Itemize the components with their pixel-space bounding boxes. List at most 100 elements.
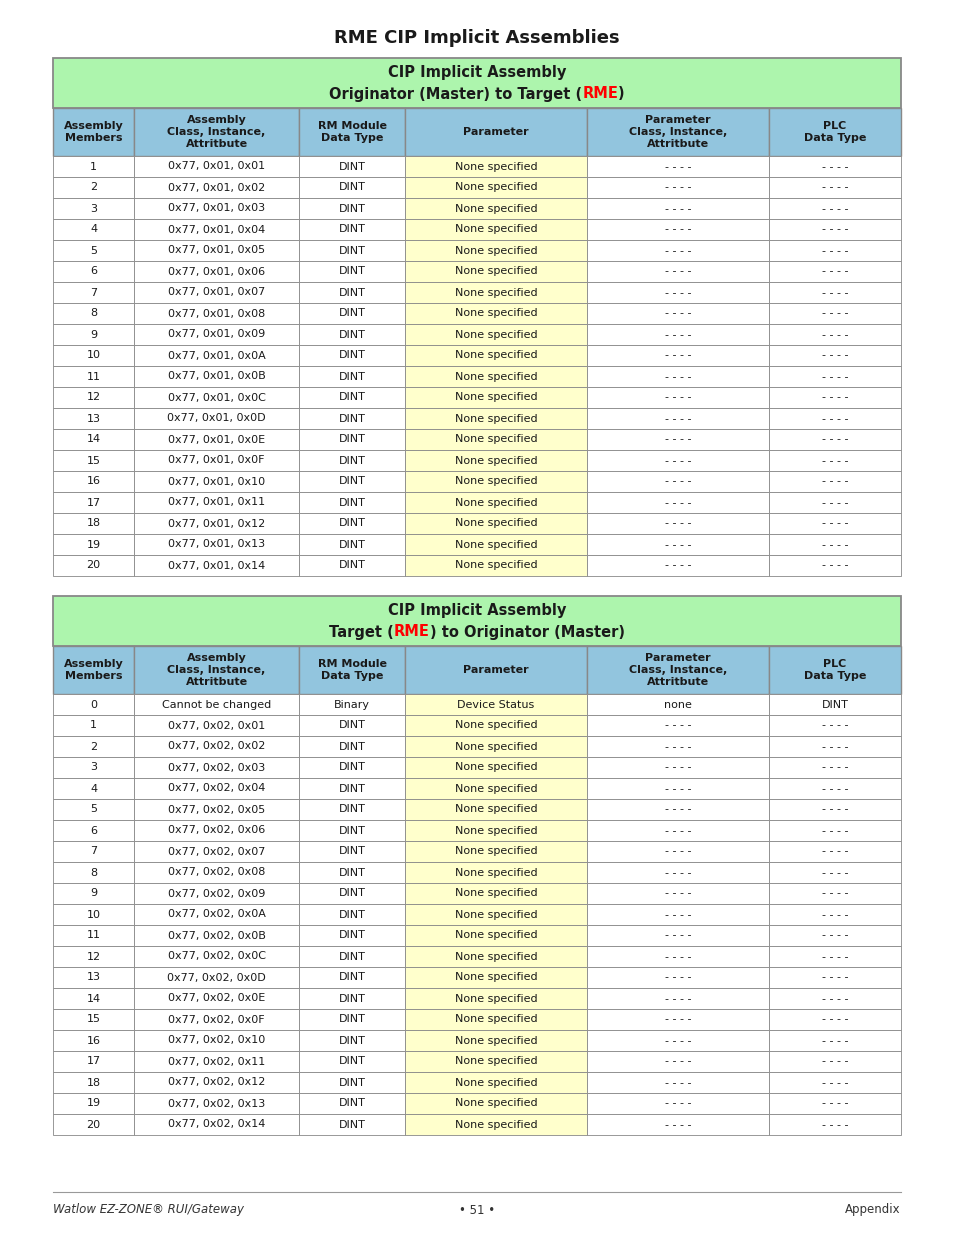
Text: 8: 8 <box>90 309 97 319</box>
Bar <box>586 219 768 240</box>
Text: - - - -: - - - - <box>821 225 847 235</box>
Bar <box>405 177 586 198</box>
Bar <box>133 555 299 576</box>
Bar <box>768 778 900 799</box>
Bar <box>586 345 768 366</box>
Text: Appendix: Appendix <box>844 1203 900 1216</box>
Text: None specified: None specified <box>455 267 537 277</box>
Bar <box>405 925 586 946</box>
Text: None specified: None specified <box>455 1098 537 1109</box>
Text: DINT: DINT <box>338 498 365 508</box>
Bar <box>133 219 299 240</box>
Bar <box>133 646 299 694</box>
Bar <box>586 1114 768 1135</box>
Bar <box>586 534 768 555</box>
Text: Cannot be changed: Cannot be changed <box>162 699 271 709</box>
Bar <box>133 492 299 513</box>
Bar <box>299 1030 405 1051</box>
Text: - - - -: - - - - <box>821 720 847 730</box>
Bar <box>299 1009 405 1030</box>
Bar <box>586 177 768 198</box>
Text: 0x77, 0x02, 0x11: 0x77, 0x02, 0x11 <box>168 1056 265 1067</box>
Bar <box>768 324 900 345</box>
Bar <box>53 366 133 387</box>
Bar <box>53 988 133 1009</box>
Text: DINT: DINT <box>338 267 365 277</box>
Text: - - - -: - - - - <box>664 993 691 1004</box>
Text: DINT: DINT <box>338 972 365 983</box>
Text: Binary: Binary <box>334 699 370 709</box>
Bar <box>53 841 133 862</box>
Text: DINT: DINT <box>338 762 365 773</box>
Bar <box>768 240 900 261</box>
Text: 15: 15 <box>87 456 101 466</box>
Text: None specified: None specified <box>455 372 537 382</box>
Bar <box>768 736 900 757</box>
Bar <box>405 282 586 303</box>
Bar <box>405 492 586 513</box>
Bar <box>53 219 133 240</box>
Bar <box>768 429 900 450</box>
Bar <box>586 107 768 156</box>
Text: None specified: None specified <box>455 351 537 361</box>
Text: - - - -: - - - - <box>664 498 691 508</box>
Text: - - - -: - - - - <box>821 330 847 340</box>
Bar <box>299 240 405 261</box>
Text: - - - -: - - - - <box>664 1035 691 1046</box>
Bar <box>405 1114 586 1135</box>
Bar <box>768 534 900 555</box>
Text: - - - -: - - - - <box>664 783 691 794</box>
Text: DINT: DINT <box>338 1077 365 1088</box>
Bar <box>53 324 133 345</box>
Text: 5: 5 <box>91 804 97 815</box>
Text: 0x77, 0x01, 0x14: 0x77, 0x01, 0x14 <box>168 561 265 571</box>
Bar <box>299 988 405 1009</box>
Text: - - - -: - - - - <box>821 561 847 571</box>
Bar <box>405 198 586 219</box>
Text: RME CIP Implicit Assemblies: RME CIP Implicit Assemblies <box>334 28 619 47</box>
Text: 0x77, 0x02, 0x0F: 0x77, 0x02, 0x0F <box>168 1014 265 1025</box>
Text: None specified: None specified <box>455 162 537 172</box>
Text: None specified: None specified <box>455 288 537 298</box>
Text: None specified: None specified <box>455 741 537 752</box>
Bar <box>768 694 900 715</box>
Bar <box>586 1030 768 1051</box>
Bar <box>299 303 405 324</box>
Bar <box>768 1009 900 1030</box>
Text: - - - -: - - - - <box>664 1077 691 1088</box>
Text: DINT: DINT <box>338 1119 365 1130</box>
Bar <box>133 1093 299 1114</box>
Bar <box>586 555 768 576</box>
Bar <box>133 841 299 862</box>
Bar <box>299 282 405 303</box>
Text: 18: 18 <box>87 1077 101 1088</box>
Text: none: none <box>663 699 692 709</box>
Bar <box>299 946 405 967</box>
Bar <box>768 387 900 408</box>
Text: 0x77, 0x02, 0x0E: 0x77, 0x02, 0x0E <box>168 993 265 1004</box>
Text: 0x77, 0x02, 0x01: 0x77, 0x02, 0x01 <box>168 720 265 730</box>
Text: 14: 14 <box>87 435 101 445</box>
Bar <box>299 820 405 841</box>
Text: - - - -: - - - - <box>664 1098 691 1109</box>
Bar <box>405 107 586 156</box>
Text: - - - -: - - - - <box>821 456 847 466</box>
Bar <box>299 904 405 925</box>
Text: - - - -: - - - - <box>664 372 691 382</box>
Text: - - - -: - - - - <box>821 204 847 214</box>
Text: 0x77, 0x02, 0x0C: 0x77, 0x02, 0x0C <box>168 951 265 962</box>
Bar <box>133 107 299 156</box>
Bar <box>586 736 768 757</box>
Bar <box>53 282 133 303</box>
Bar <box>768 862 900 883</box>
Bar <box>299 107 405 156</box>
Text: DINT: DINT <box>338 993 365 1004</box>
Bar <box>405 967 586 988</box>
Bar <box>768 904 900 925</box>
Bar <box>768 366 900 387</box>
Text: - - - -: - - - - <box>664 477 691 487</box>
Text: - - - -: - - - - <box>821 183 847 193</box>
Bar <box>405 345 586 366</box>
Bar <box>405 799 586 820</box>
Text: • 51 •: • 51 • <box>458 1203 495 1216</box>
